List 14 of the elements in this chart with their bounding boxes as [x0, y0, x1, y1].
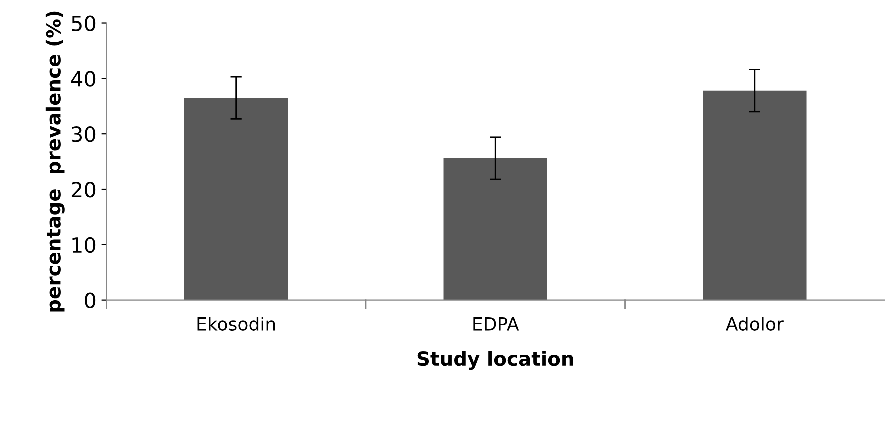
x-tick-label: Adolor: [726, 316, 784, 331]
y-tick-label: 0: [85, 292, 96, 309]
x-axis-title: Study location: [418, 351, 574, 370]
x-tick-label: EDPA: [474, 318, 520, 331]
y-tick-label: 30: [72, 126, 96, 142]
x-tick-label: Ekosodin: [198, 316, 276, 331]
bar: [444, 158, 548, 300]
y-tick-label: 50: [72, 16, 96, 32]
y-tick-label: 20: [72, 182, 96, 198]
y-tick-label: 40: [71, 71, 96, 87]
y-tick-label: 10: [72, 237, 96, 254]
bar: [184, 98, 288, 300]
y-axis-title: percentage prevalence (%): [46, 12, 65, 312]
bar: [703, 90, 807, 300]
